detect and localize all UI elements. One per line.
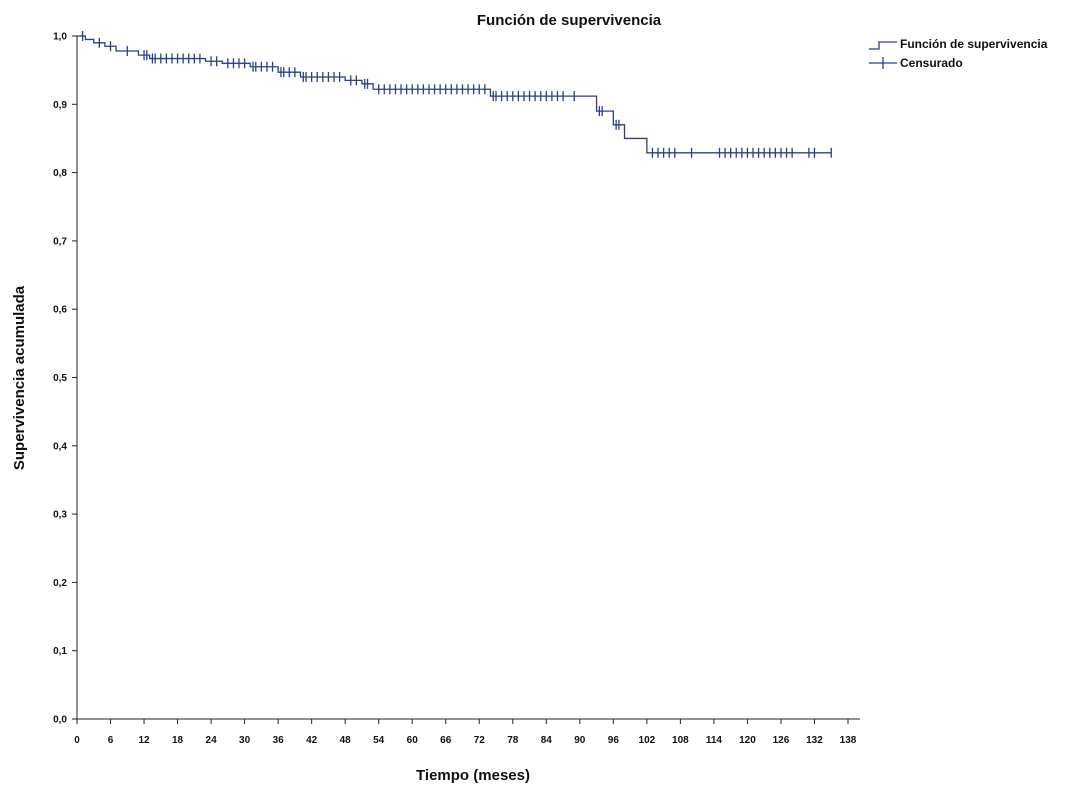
y-tick-label: 0,2 xyxy=(53,578,67,589)
y-tick-label: 0,6 xyxy=(53,305,67,316)
y-ticks: 0,0 0,1 0,2 0,3 0,4 0,5 0,6 0,7 0,8 0,9 1,0 xyxy=(53,32,77,726)
x-tick-label: 30 xyxy=(239,735,251,746)
x-tick-label: 48 xyxy=(340,735,352,746)
chart-title: Función de supervivencia xyxy=(477,12,662,29)
y-tick-label: 0,1 xyxy=(53,646,67,657)
x-tick-label: 84 xyxy=(541,735,553,746)
y-tick-label: 0,5 xyxy=(53,373,67,384)
x-tick-label: 72 xyxy=(474,735,486,746)
x-tick-label: 42 xyxy=(306,735,318,746)
censored-marks xyxy=(81,31,832,158)
y-tick-label: 0,7 xyxy=(53,236,67,247)
legend: Función de supervivencia Censurado xyxy=(869,37,1048,70)
x-tick-label: 126 xyxy=(773,735,790,746)
plot-area xyxy=(76,36,860,720)
x-tick-label: 96 xyxy=(608,735,620,746)
x-tick-label: 138 xyxy=(840,735,857,746)
y-axis-label: Supervivencia acumulada xyxy=(11,285,28,470)
y-tick-label: 1,0 xyxy=(53,32,67,43)
y-tick-label: 0,0 xyxy=(53,715,67,726)
x-tick-label: 120 xyxy=(739,735,756,746)
x-tick-label: 78 xyxy=(507,735,519,746)
x-tick-label: 114 xyxy=(706,735,723,746)
x-tick-label: 18 xyxy=(172,735,184,746)
x-tick-label: 66 xyxy=(440,735,452,746)
x-tick-label: 12 xyxy=(138,735,150,746)
x-tick-label: 90 xyxy=(574,735,586,746)
x-tick-label: 54 xyxy=(373,735,385,746)
x-axis-label: Tiempo (meses) xyxy=(416,767,530,784)
x-tick-label: 102 xyxy=(639,735,656,746)
legend-label-censored: Censurado xyxy=(900,56,963,70)
x-tick-label: 132 xyxy=(806,735,823,746)
legend-step-icon xyxy=(869,41,897,50)
x-tick-label: 24 xyxy=(206,735,218,746)
y-tick-label: 0,3 xyxy=(53,510,67,521)
x-ticks: 0 6 12 18 24 30 36 42 48 54 60 66 72 78 84 90 96 102 108 11… xyxy=(74,719,857,746)
x-tick-label: 0 xyxy=(74,735,80,746)
y-tick-label: 0,4 xyxy=(53,441,67,452)
x-tick-label: 36 xyxy=(273,735,285,746)
x-tick-label: 6 xyxy=(108,735,114,746)
y-tick-label: 0,8 xyxy=(53,168,67,179)
legend-label-survival: Función de supervivencia xyxy=(900,37,1048,51)
y-tick-label: 0,9 xyxy=(53,100,67,111)
x-tick-label: 60 xyxy=(407,735,419,746)
x-tick-label: 108 xyxy=(672,735,689,746)
survival-step-line xyxy=(77,35,832,154)
